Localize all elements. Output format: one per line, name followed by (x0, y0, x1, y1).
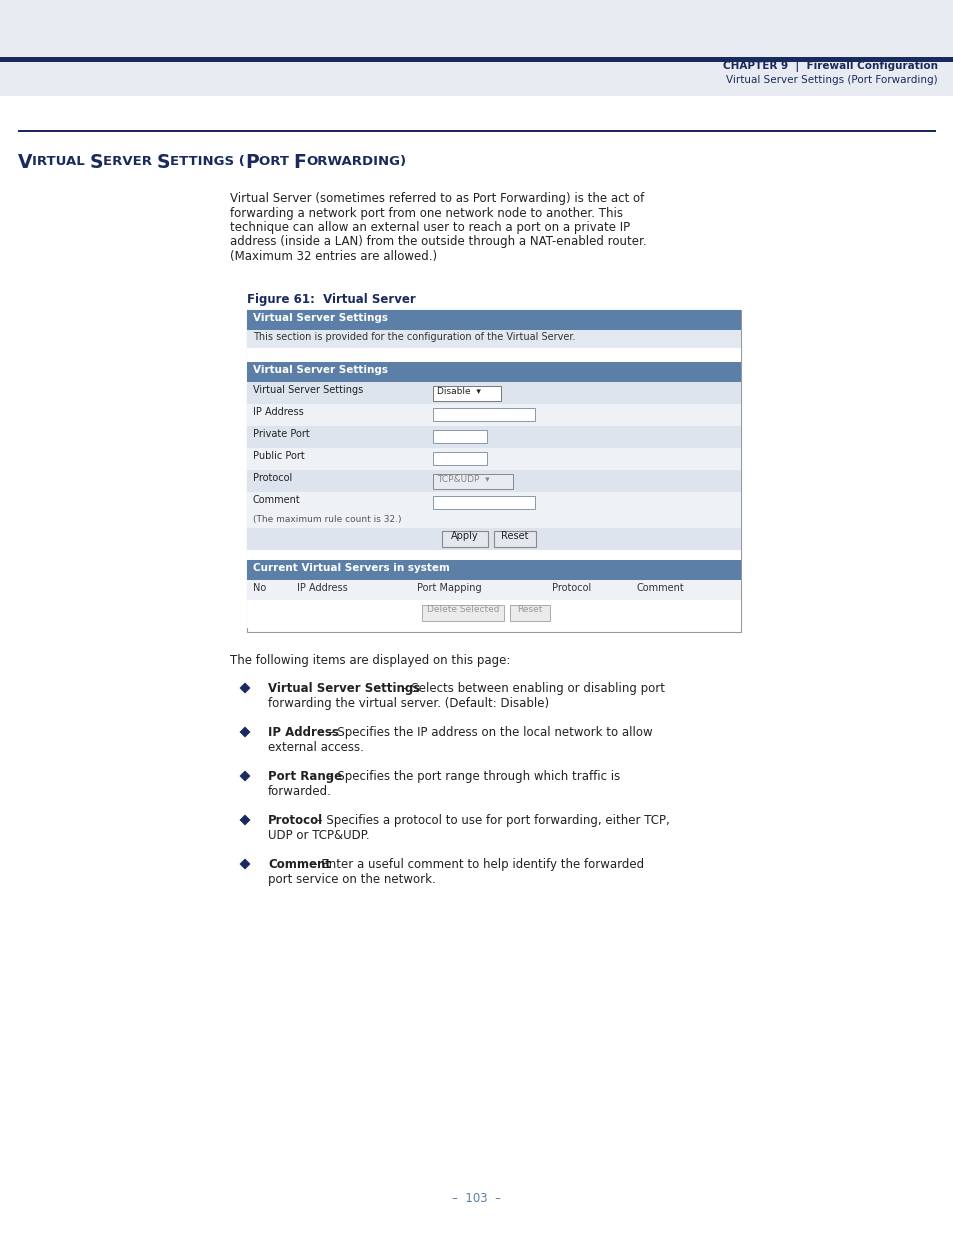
Text: forwarding a network port from one network node to another. This: forwarding a network port from one netwo… (230, 206, 622, 220)
Text: Figure 61:  Virtual Server: Figure 61: Virtual Server (247, 293, 416, 306)
Text: V: V (18, 153, 32, 172)
Bar (247, 600, 740, 629)
Text: S: S (90, 153, 103, 172)
Text: ORT: ORT (259, 156, 294, 168)
Bar (433, 387, 500, 401)
Bar (247, 580, 740, 600)
FancyBboxPatch shape (441, 531, 488, 547)
Text: CHAPTER 9  |  Firewall Configuration: CHAPTER 9 | Firewall Configuration (722, 61, 937, 72)
Bar (433, 430, 486, 443)
FancyBboxPatch shape (421, 605, 503, 621)
Text: S: S (157, 153, 171, 172)
Polygon shape (239, 858, 251, 869)
Text: Virtual Server Settings: Virtual Server Settings (253, 366, 388, 375)
Text: Comment: Comment (253, 495, 300, 505)
Text: Comment: Comment (637, 583, 684, 593)
Text: IP Address: IP Address (253, 408, 303, 417)
Text: Virtual Server Settings (Port Forwarding): Virtual Server Settings (Port Forwarding… (725, 75, 937, 85)
Bar (247, 426, 740, 448)
Text: Apply: Apply (451, 531, 478, 541)
Bar (247, 514, 740, 529)
Bar (247, 550, 740, 559)
Bar (433, 452, 486, 466)
Bar (247, 310, 740, 632)
Text: Protocol: Protocol (552, 583, 591, 593)
Text: P: P (245, 153, 259, 172)
Text: Current Virtual Servers in system: Current Virtual Servers in system (253, 563, 450, 573)
Bar (247, 404, 740, 426)
Text: port service on the network.: port service on the network. (268, 873, 436, 885)
Bar (0, 57, 953, 62)
Polygon shape (239, 683, 251, 694)
Bar (247, 362, 740, 382)
Text: Virtual Server (sometimes referred to as Port Forwarding) is the act of: Virtual Server (sometimes referred to as… (230, 191, 643, 205)
Text: F: F (294, 153, 306, 172)
Bar (0, 0, 953, 96)
Text: external access.: external access. (268, 741, 363, 755)
Bar (247, 348, 740, 362)
Bar (18, 130, 935, 132)
Text: No: No (253, 583, 266, 593)
Text: Protocol: Protocol (268, 814, 323, 827)
Bar (247, 382, 740, 404)
Text: This section is provided for the configuration of the Virtual Server.: This section is provided for the configu… (253, 332, 575, 342)
Text: Reset: Reset (500, 531, 528, 541)
Text: (The maximum rule count is 32.): (The maximum rule count is 32.) (253, 515, 401, 524)
Text: forwarding the virtual server. (Default: Disable): forwarding the virtual server. (Default:… (268, 697, 549, 710)
Text: Delete Selected: Delete Selected (426, 605, 498, 614)
Text: – Enter a useful comment to help identify the forwarded: – Enter a useful comment to help identif… (307, 858, 643, 871)
Text: IP Address: IP Address (268, 726, 338, 739)
Text: Comment: Comment (268, 858, 331, 871)
Text: – Specifies a protocol to use for port forwarding, either TCP,: – Specifies a protocol to use for port f… (313, 814, 669, 827)
Text: Port Mapping: Port Mapping (416, 583, 481, 593)
Text: Virtual Server Settings: Virtual Server Settings (253, 385, 363, 395)
Text: Virtual Server Settings: Virtual Server Settings (268, 682, 420, 695)
Text: TCP&UDP  ▾: TCP&UDP ▾ (436, 475, 489, 484)
Text: forwarded.: forwarded. (268, 785, 332, 798)
FancyBboxPatch shape (494, 531, 536, 547)
Bar (433, 408, 535, 421)
Text: ERVER: ERVER (103, 156, 157, 168)
Text: Disable  ▾: Disable ▾ (436, 388, 480, 396)
Bar (247, 492, 740, 514)
Text: (Maximum 32 entries are allowed.): (Maximum 32 entries are allowed.) (230, 249, 436, 263)
Bar (247, 559, 740, 580)
Text: – Selects between enabling or disabling port: – Selects between enabling or disabling … (397, 682, 664, 695)
Text: IRTUAL: IRTUAL (32, 156, 90, 168)
Text: ETTINGS (: ETTINGS ( (171, 156, 245, 168)
Bar (433, 496, 535, 509)
Bar (247, 529, 740, 550)
Text: Virtual Server Settings: Virtual Server Settings (253, 312, 388, 324)
Bar (433, 474, 513, 489)
Text: The following items are displayed on this page:: The following items are displayed on thi… (230, 655, 510, 667)
Polygon shape (239, 815, 251, 825)
Text: ORWARDING): ORWARDING) (306, 156, 406, 168)
Polygon shape (239, 726, 251, 737)
Text: technique can allow an external user to reach a port on a private IP: technique can allow an external user to … (230, 221, 630, 233)
Text: IP Address: IP Address (296, 583, 348, 593)
Text: address (inside a LAN) from the outside through a NAT-enabled router.: address (inside a LAN) from the outside … (230, 236, 646, 248)
Text: – Specifies the IP address on the local network to allow: – Specifies the IP address on the local … (324, 726, 653, 739)
Text: – Specifies the port range through which traffic is: – Specifies the port range through which… (324, 769, 620, 783)
Bar (247, 330, 740, 348)
Text: –  103  –: – 103 – (452, 1192, 501, 1205)
Bar (247, 448, 740, 471)
Bar (247, 310, 740, 330)
Text: Reset: Reset (517, 605, 542, 614)
FancyBboxPatch shape (510, 605, 550, 621)
Text: Public Port: Public Port (253, 451, 304, 461)
Text: UDP or TCP&UDP.: UDP or TCP&UDP. (268, 829, 369, 842)
Polygon shape (239, 771, 251, 782)
Text: Private Port: Private Port (253, 429, 310, 438)
Text: Port Range: Port Range (268, 769, 342, 783)
Text: Protocol: Protocol (253, 473, 292, 483)
Bar (247, 471, 740, 492)
